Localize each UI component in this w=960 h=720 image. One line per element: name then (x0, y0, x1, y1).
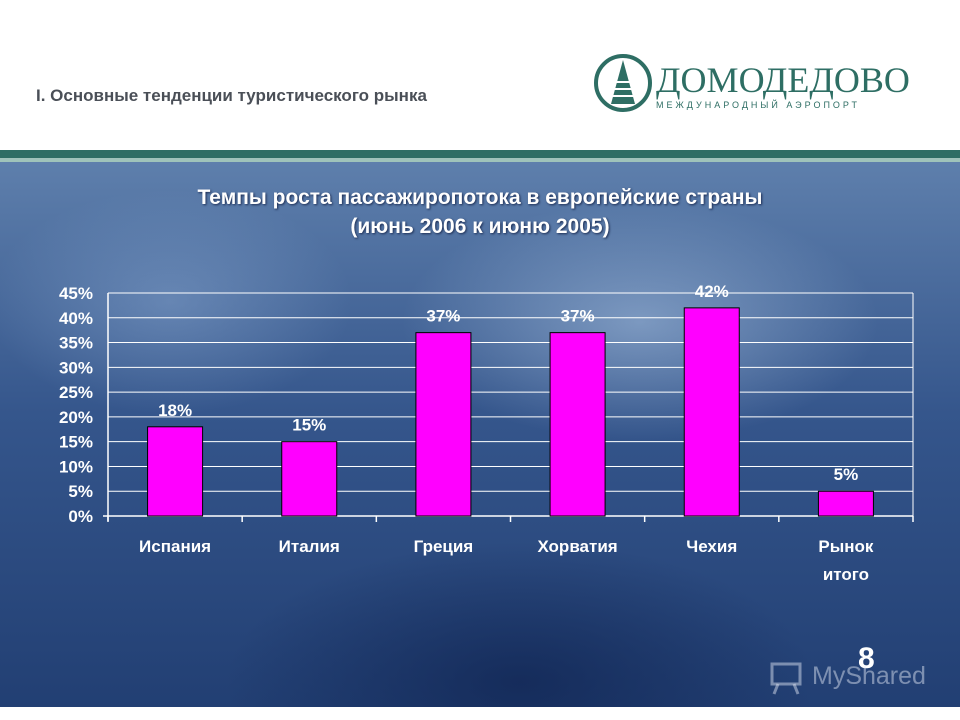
y-tick-label: 35% (59, 334, 93, 353)
domodedovo-logo: ДОМОДЕДОВО МЕЖДУНАРОДНЫЙ АЭРОПОРТ (594, 54, 910, 112)
watermark: MyShared (766, 654, 946, 700)
bar (415, 332, 472, 517)
y-tick-label: 40% (59, 309, 93, 328)
x-tick-label: Испания (139, 537, 211, 556)
presentation-icon (770, 662, 802, 695)
watermark-text: MyShared (812, 662, 926, 690)
bar (281, 441, 338, 517)
bar (817, 490, 874, 517)
x-tick-label: итого (823, 565, 869, 584)
gridlines (108, 292, 913, 517)
bars (147, 307, 874, 517)
y-tick-label: 30% (59, 358, 93, 377)
logo-name: ДОМОДЕДОВО (656, 60, 910, 100)
x-tick-label: Хорватия (537, 537, 617, 556)
section-title: I. Основные тенденции туристического рын… (36, 86, 427, 105)
footer-bar (0, 707, 960, 720)
chart-title-line1: Темпы роста пассажиропотока в европейски… (197, 186, 763, 209)
chart-title-line2: (июнь 2006 к июню 2005) (350, 215, 610, 238)
data-label: 18% (158, 401, 192, 420)
bar (549, 332, 606, 517)
data-label: 42% (695, 282, 729, 301)
y-tick-label: 20% (59, 408, 93, 427)
page-number: 8 (858, 642, 875, 675)
x-tick-label: Чехия (686, 537, 737, 556)
y-tick-label: 45% (59, 284, 93, 303)
x-tick-label: Италия (279, 537, 340, 556)
x-tick-label: Рынок (818, 537, 874, 556)
y-tick-label: 10% (59, 457, 93, 476)
header: I. Основные тенденции туристического рын… (0, 0, 960, 150)
labels: 0% 5% 10% 15% 20% 25% 30% 35% 40% 45% 18% Испания 15… (59, 282, 874, 584)
bar (683, 307, 740, 517)
data-label: 15% (292, 416, 326, 435)
y-tick-label: 15% (59, 433, 93, 452)
y-tick-label: 25% (59, 383, 93, 402)
data-label: 5% (834, 465, 859, 484)
data-label: 37% (561, 307, 595, 326)
x-tick-label: Греция (414, 537, 474, 556)
logo-subtitle: МЕЖДУНАРОДНЫЙ АЭРОПОРТ (656, 99, 860, 110)
bar (147, 426, 204, 517)
y-tick-label: 0% (68, 507, 93, 526)
y-tick-label: 5% (68, 482, 93, 501)
header-stripe-light (0, 158, 960, 162)
header-stripe (0, 150, 960, 158)
data-label: 37% (426, 307, 460, 326)
axes (103, 293, 914, 522)
